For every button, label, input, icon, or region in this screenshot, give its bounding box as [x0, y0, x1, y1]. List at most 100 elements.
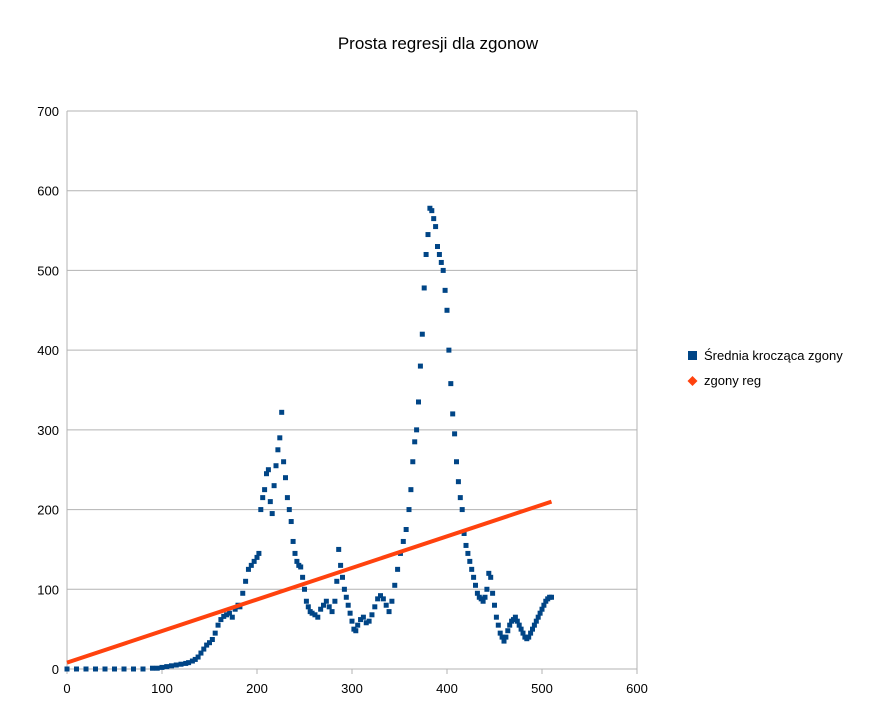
data-point: [131, 666, 136, 672]
data-point: [300, 574, 306, 580]
data-point: [474, 590, 480, 596]
data-point: [321, 602, 326, 608]
data-point: [444, 307, 450, 313]
data-point: [353, 628, 359, 634]
data-point: [183, 660, 189, 666]
tick-labels: 0 100 200 300 400 500 600 700 0 100 200 300 400 500 60…: [37, 104, 648, 696]
data-point: [467, 558, 473, 564]
data-point: [417, 363, 423, 369]
data-point: [275, 447, 281, 453]
data-point: [531, 622, 537, 628]
data-point: [436, 251, 442, 257]
data-point: [294, 558, 300, 564]
data-point: [486, 570, 492, 576]
data-point: [121, 666, 127, 672]
data-point: [209, 637, 215, 643]
data-point: [360, 614, 366, 620]
data-point: [64, 666, 70, 672]
data-point: [212, 630, 218, 636]
data-point: [493, 614, 499, 620]
data-point: [74, 666, 79, 672]
data-point: [279, 409, 285, 415]
data-point: [192, 656, 198, 662]
data-point: [482, 594, 488, 600]
data-point: [154, 665, 160, 671]
data-point: [537, 610, 543, 616]
legend: Średnia krocząca zgony zgony reg: [687, 348, 843, 388]
data-point: [380, 596, 386, 602]
data-point: [347, 610, 353, 616]
data-point: [290, 538, 296, 544]
data-point: [363, 620, 369, 626]
data-point: [549, 594, 554, 600]
data-point: [389, 598, 395, 604]
data-point: [435, 244, 440, 250]
data-point: [419, 331, 425, 337]
y-tick-label: 400: [37, 343, 59, 358]
data-point: [262, 487, 268, 493]
data-point: [140, 666, 146, 672]
data-point: [512, 614, 518, 620]
y-tick-label: 0: [52, 662, 59, 677]
data-point: [488, 574, 494, 580]
data-point: [349, 618, 355, 624]
y-tick-label: 200: [37, 503, 59, 518]
data-point: [495, 622, 501, 628]
y-tick-label: 100: [37, 582, 59, 597]
data-point: [492, 602, 497, 608]
data-point: [198, 650, 204, 656]
data-point: [480, 598, 486, 604]
legend-label: zgony reg: [704, 373, 761, 388]
data-point: [433, 224, 439, 230]
data-point: [248, 562, 254, 568]
data-point: [150, 665, 155, 671]
data-point: [286, 507, 292, 513]
data-point: [461, 530, 467, 536]
data-point: [463, 542, 469, 548]
data-point: [465, 550, 471, 556]
data-point: [186, 660, 192, 666]
data-point: [288, 519, 294, 525]
data-point: [533, 618, 539, 624]
data-point: [355, 622, 361, 628]
data-point: [83, 666, 89, 672]
data-point: [326, 604, 332, 610]
data-point: [221, 613, 227, 619]
data-point: [173, 662, 179, 668]
data-point: [343, 594, 349, 600]
data-point: [395, 566, 401, 572]
chart-title: Prosta regresji dla zgonow: [338, 34, 539, 53]
data-point: [416, 399, 421, 405]
data-point: [410, 459, 416, 465]
data-point: [442, 287, 448, 293]
data-point: [530, 626, 535, 632]
data-point: [499, 634, 505, 640]
data-point: [273, 463, 279, 469]
data-point: [383, 602, 389, 608]
data-point: [265, 467, 271, 473]
y-tick-label: 600: [37, 184, 59, 199]
data-point: [292, 550, 298, 556]
data-point: [305, 604, 311, 610]
data-point: [484, 586, 490, 592]
legend-label: Średnia krocząca zgony: [704, 348, 843, 363]
data-point: [264, 471, 269, 477]
data-point: [425, 232, 431, 238]
data-point: [218, 617, 224, 623]
data-point: [226, 610, 232, 616]
data-point: [505, 628, 511, 634]
data-point: [412, 439, 418, 445]
data-point: [178, 661, 184, 667]
data-point: [284, 495, 290, 501]
data-point: [518, 626, 524, 632]
x-tick-label: 100: [151, 681, 173, 696]
data-point: [251, 558, 257, 564]
data-point: [243, 578, 249, 584]
data-point: [336, 546, 342, 552]
data-point: [281, 459, 287, 465]
data-point: [539, 606, 545, 612]
data-point: [507, 622, 513, 628]
data-point: [323, 598, 329, 604]
data-point: [332, 598, 338, 604]
